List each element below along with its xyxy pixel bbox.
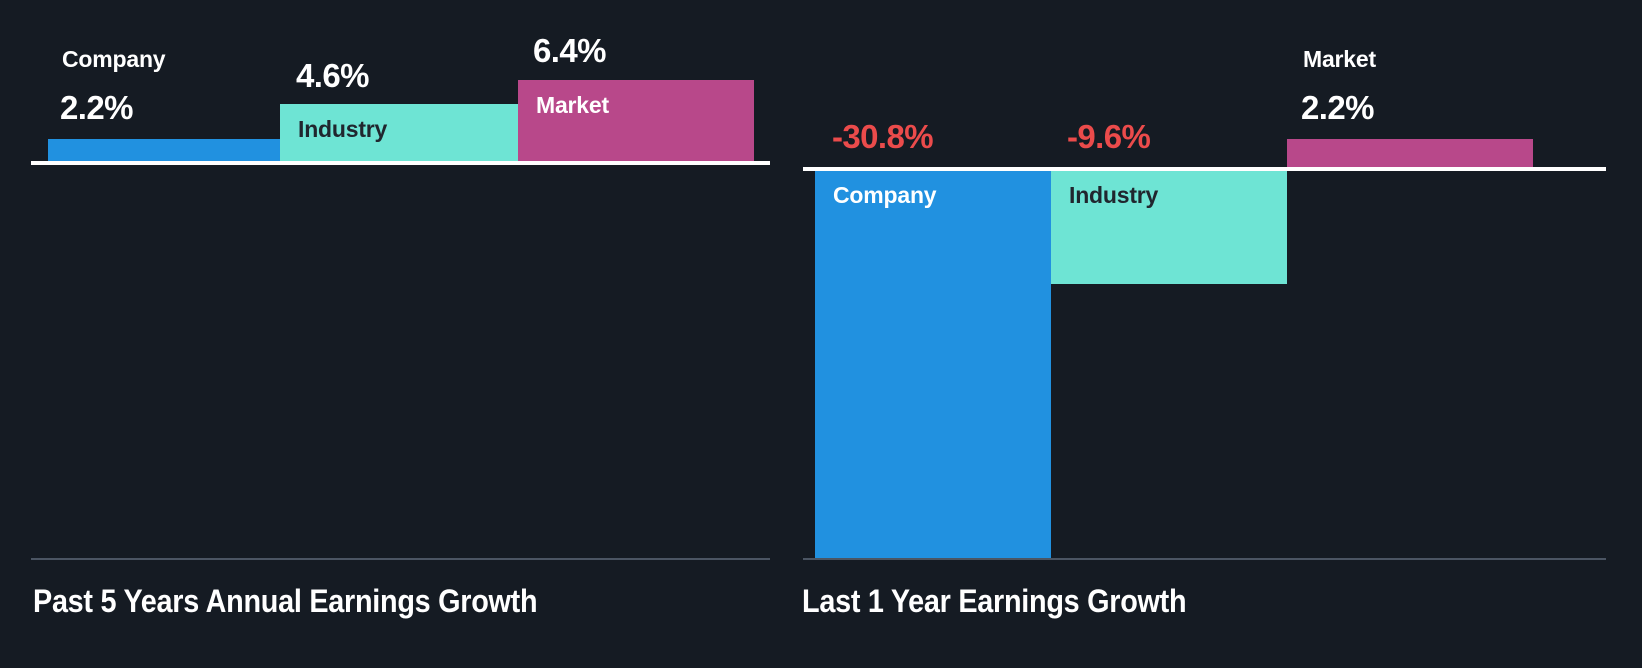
- bar-industry-past-5-years[interactable]: Industry: [280, 104, 518, 163]
- bar-value-industry: -9.6%: [1067, 118, 1151, 155]
- panel-past-5-years: Company 2.2% 4.6% Industry 6.4% Market P…: [0, 0, 800, 668]
- zero-axis-last-1-year: [803, 167, 1606, 171]
- bar-group-label-market: Market: [1303, 46, 1376, 72]
- bar-group-label-industry: Industry: [298, 116, 388, 142]
- bar-market-past-5-years[interactable]: Market: [518, 80, 754, 163]
- bar-group-label-market: Market: [536, 92, 609, 118]
- plot-area-past-5-years: Company 2.2% 4.6% Industry 6.4% Market: [0, 0, 800, 560]
- bar-group-label-company: Company: [62, 46, 166, 72]
- bar-industry-last-1-year[interactable]: Industry: [1051, 170, 1287, 284]
- footer-divider-last-1-year: [803, 558, 1606, 560]
- panel-title-last-1-year: Last 1 Year Earnings Growth: [802, 583, 1187, 619]
- bar-value-company: -30.8%: [832, 118, 934, 155]
- panel-last-1-year: -30.8% Company -9.6% Industry Market 2.2…: [800, 0, 1642, 668]
- bar-value-market: 6.4%: [533, 32, 606, 69]
- bar-group-label-industry: Industry: [1069, 182, 1159, 208]
- bar-group-label-company: Company: [833, 182, 937, 208]
- footer-divider-past-5-years: [31, 558, 770, 560]
- bar-value-industry: 4.6%: [296, 57, 369, 94]
- panel-title-past-5-years: Past 5 Years Annual Earnings Growth: [33, 583, 538, 619]
- bar-value-market: 2.2%: [1301, 89, 1374, 126]
- plot-area-last-1-year: -30.8% Company -9.6% Industry Market 2.2…: [800, 0, 1642, 560]
- zero-axis-past-5-years: [31, 161, 770, 165]
- bar-company-past-5-years[interactable]: [48, 139, 280, 163]
- bar-company-last-1-year[interactable]: Company: [815, 170, 1051, 558]
- bar-value-company: 2.2%: [60, 89, 133, 126]
- bar-market-last-1-year[interactable]: [1287, 139, 1533, 167]
